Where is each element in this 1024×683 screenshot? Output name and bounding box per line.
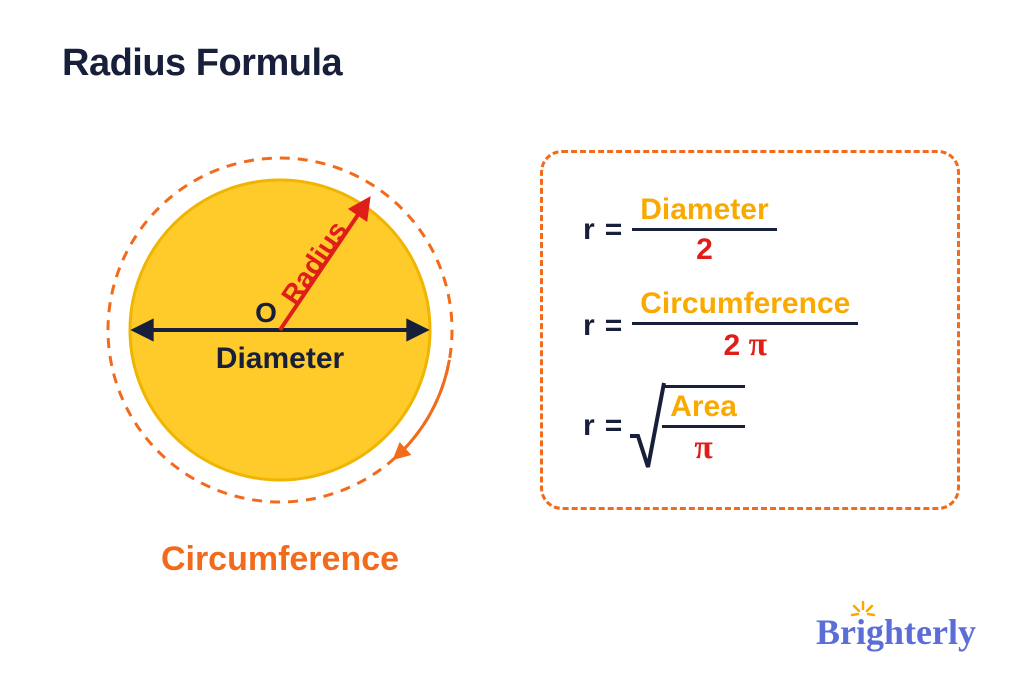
formula-circumference: r = Circumference 2 π: [583, 287, 927, 364]
denominator: 2 π: [716, 325, 775, 364]
formula-area: r = Area π: [583, 385, 927, 467]
brand-text: Brighterly: [816, 612, 976, 652]
formula-lhs: r: [583, 213, 595, 247]
formula-diameter: r = Diameter 2: [583, 193, 927, 266]
pi-symbol: π: [694, 429, 712, 466]
circle-diagram: O Diameter Radius Circumference: [70, 140, 490, 580]
page-title: Radius Formula: [62, 42, 342, 85]
pi-symbol: π: [749, 326, 767, 363]
formula-eq: =: [605, 213, 623, 247]
sun-icon: [850, 599, 876, 625]
denominator: π: [686, 428, 720, 467]
fraction: Area π: [662, 390, 745, 467]
sqrt: Area π: [632, 385, 745, 467]
formula-lhs: r: [583, 409, 595, 443]
den-coeff: 2: [724, 329, 749, 362]
diameter-label: Diameter: [216, 342, 345, 375]
numerator: Circumference: [632, 287, 858, 322]
formula-lhs: r: [583, 309, 595, 343]
fraction: Diameter 2: [632, 193, 776, 266]
denominator: 2: [688, 231, 721, 266]
circumference-label: Circumference: [70, 540, 490, 579]
formula-box: r = Diameter 2 r = Circumference 2 π r =…: [540, 150, 960, 510]
fraction: Circumference 2 π: [632, 287, 858, 364]
circle-svg: O Diameter Radius: [70, 140, 490, 540]
formula-eq: =: [605, 309, 623, 343]
sqrt-content: Area π: [662, 385, 745, 467]
numerator: Diameter: [632, 193, 776, 228]
formula-eq: =: [605, 409, 623, 443]
numerator: Area: [662, 390, 745, 425]
center-label: O: [255, 297, 277, 328]
sqrt-symbol: [632, 385, 662, 467]
brand-logo: Brighterly: [816, 611, 976, 653]
